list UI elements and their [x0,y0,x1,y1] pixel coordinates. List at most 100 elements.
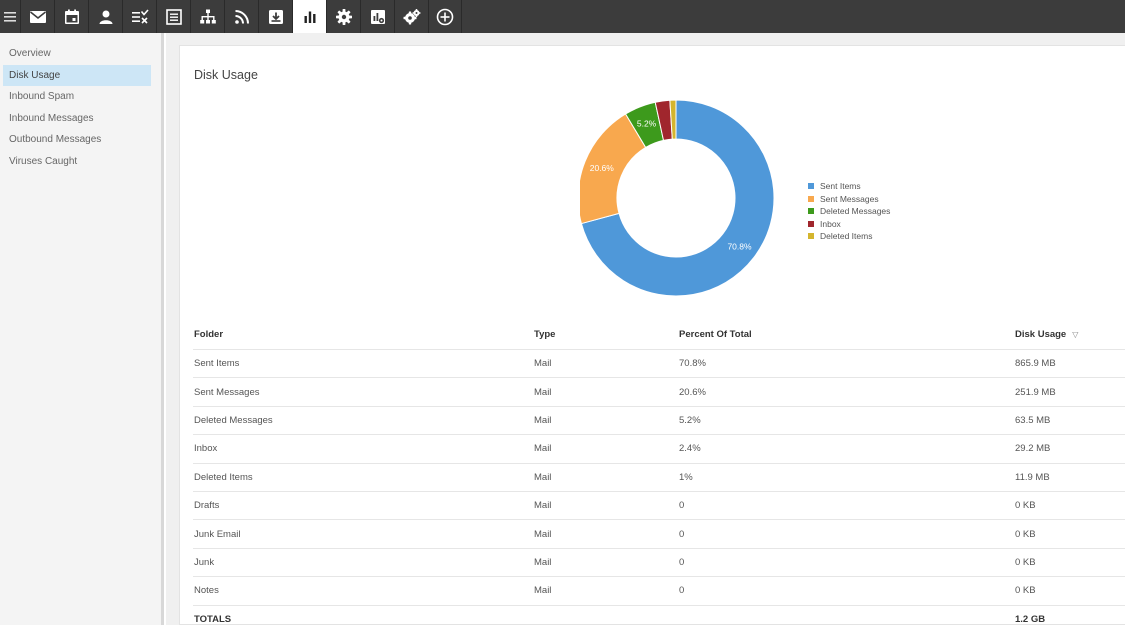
cell-folder: Drafts [194,500,220,512]
gears-icon [403,8,420,24]
table-row[interactable]: Inbox Mail 2.4% 29.2 MB [193,435,1125,464]
legend-swatch [808,183,814,190]
legend-item[interactable]: Inbox [808,218,890,231]
download-icon [268,9,283,24]
table-row[interactable]: Sent Messages Mail 20.6% 251.9 MB [193,378,1125,407]
cell-disk-usage: 865.9 MB [1015,358,1056,370]
legend-swatch [808,195,814,202]
mail-button[interactable] [20,0,54,33]
admin-settings-button[interactable] [394,0,428,33]
add-button[interactable] [428,0,462,33]
cell-percent: 0 [679,500,685,512]
cell-folder: Sent Messages [194,386,260,398]
sidebar-item-viruses-caught[interactable]: Viruses Caught [9,155,78,167]
top-toolbar [0,0,1125,33]
chart-legend: Sent Items Sent Messages Deleted Messages I… [808,180,890,243]
legend-item[interactable]: Deleted Messages [808,205,890,218]
disk-usage-chart: 70.8% 20.6% 5.2% Sent Items Sent Messages De… [580,98,910,313]
table-row[interactable]: Sent Items Mail 70.8% 865.9 MB [193,350,1125,379]
cell-type: Mail [534,556,552,568]
cell-folder: Junk [194,556,215,568]
cell-folder: Inbox [194,443,218,455]
cell-type: Mail [534,500,552,512]
report-gear-icon [370,9,385,24]
header-disk-usage[interactable]: Disk Usage ▽ [1015,329,1125,340]
cell-percent: 70.8% [679,358,706,370]
tasks-button[interactable] [122,0,156,33]
legend-item[interactable]: Sent Messages [808,193,890,206]
table-header-row: Folder Type Percent Of Total Disk Usage … [193,319,1125,350]
sidebar-item-disk-usage[interactable]: Disk Usage [3,64,151,86]
cell-disk-usage: 0 KB [1015,556,1036,568]
table-row[interactable]: Deleted Messages Mail 5.2% 63.5 MB [193,407,1125,436]
notes-button[interactable] [156,0,190,33]
cell-type: Mail [534,471,552,483]
server-reports-button[interactable] [360,0,394,33]
totals-disk: 1.2 GB [1015,614,1046,625]
sidebar-item-outbound-messages[interactable]: Outbound Messages [9,134,102,145]
cell-folder: Sent Items [194,358,240,370]
cell-disk-usage: 63.5 MB [1015,414,1051,426]
rss-button[interactable] [224,0,258,33]
slice-data-label: 20.6% [590,163,615,173]
table-row[interactable]: Junk Mail 0 0 KB [193,549,1125,578]
main-content: Disk Usage 70.8% 20.6% 5.2% Sent Items Sent… [166,33,1125,625]
settings-button[interactable] [326,0,360,33]
cell-disk-usage: 0 KB [1015,585,1036,597]
sidebar-item-overview[interactable]: Overview [9,48,51,59]
slice-data-label: 70.8% [727,242,752,252]
legend-swatch [808,208,814,215]
bar-chart-icon [304,11,315,23]
legend-swatch [808,233,814,240]
sitemap-icon [199,9,216,23]
donut-slice[interactable] [580,99,775,297]
hamburger-menu-button[interactable] [0,0,20,33]
download-button[interactable] [258,0,292,33]
legend-swatch [808,220,814,227]
cell-type: Mail [534,528,552,540]
header-type[interactable]: Type [534,328,556,340]
cell-type: Mail [534,443,552,455]
cell-folder: Notes [194,585,219,597]
donut-chart: 70.8% 20.6% 5.2% [580,99,775,297]
cell-percent: 1% [679,471,693,483]
contacts-button[interactable] [88,0,122,33]
legend-label: Deleted Messages [820,206,891,217]
table-row[interactable]: Drafts Mail 0 0 KB [193,492,1125,521]
legend-item[interactable]: Deleted Items [808,230,890,243]
cell-type: Mail [534,386,552,398]
domains-button[interactable] [190,0,224,33]
cell-percent: 5.2% [679,414,701,426]
cell-type: Mail [534,585,552,597]
table-body: Sent Items Mail 70.8% 865.9 MB Sent Messages… [193,350,1125,606]
sidebar-item-inbound-spam[interactable]: Inbound Spam [9,91,75,102]
cell-type: Mail [534,414,552,426]
cell-disk-usage: 251.9 MB [1015,386,1056,398]
cell-type: Mail [534,358,552,370]
table-row[interactable]: Deleted Items Mail 1% 11.9 MB [193,464,1125,492]
totals-label: TOTALS [194,614,232,625]
notes-icon [165,8,182,25]
sidebar: Overview Disk Usage Inbound Spam Inbound… [0,33,164,625]
table-row[interactable]: Junk Email Mail 0 0 KB [193,520,1125,549]
slice-data-label: 5.2% [637,119,657,129]
disk-usage-table: Folder Type Percent Of Total Disk Usage … [193,319,1125,625]
calendar-button[interactable] [54,0,88,33]
cell-disk-usage: 0 KB [1015,528,1036,540]
cell-folder: Deleted Items [194,471,253,483]
legend-label: Deleted Items [820,231,873,242]
legend-label: Sent Messages [820,193,879,204]
donut-slice[interactable] [669,99,677,140]
person-icon [99,10,112,24]
table-row[interactable]: Notes Mail 0 0 KB [193,577,1125,606]
header-folder[interactable]: Folder [194,328,224,340]
header-percent[interactable]: Percent Of Total [679,328,752,340]
reports-button[interactable] [292,0,326,33]
mail-icon [29,10,46,23]
tasks-icon [131,8,149,24]
legend-item[interactable]: Sent Items [808,180,890,193]
disk-usage-card: Disk Usage 70.8% 20.6% 5.2% Sent Items Sent… [179,45,1125,625]
sort-descending-icon: ▽ [1072,329,1079,339]
sidebar-item-inbound-messages[interactable]: Inbound Messages [9,112,94,124]
cell-percent: 0 [679,528,685,540]
